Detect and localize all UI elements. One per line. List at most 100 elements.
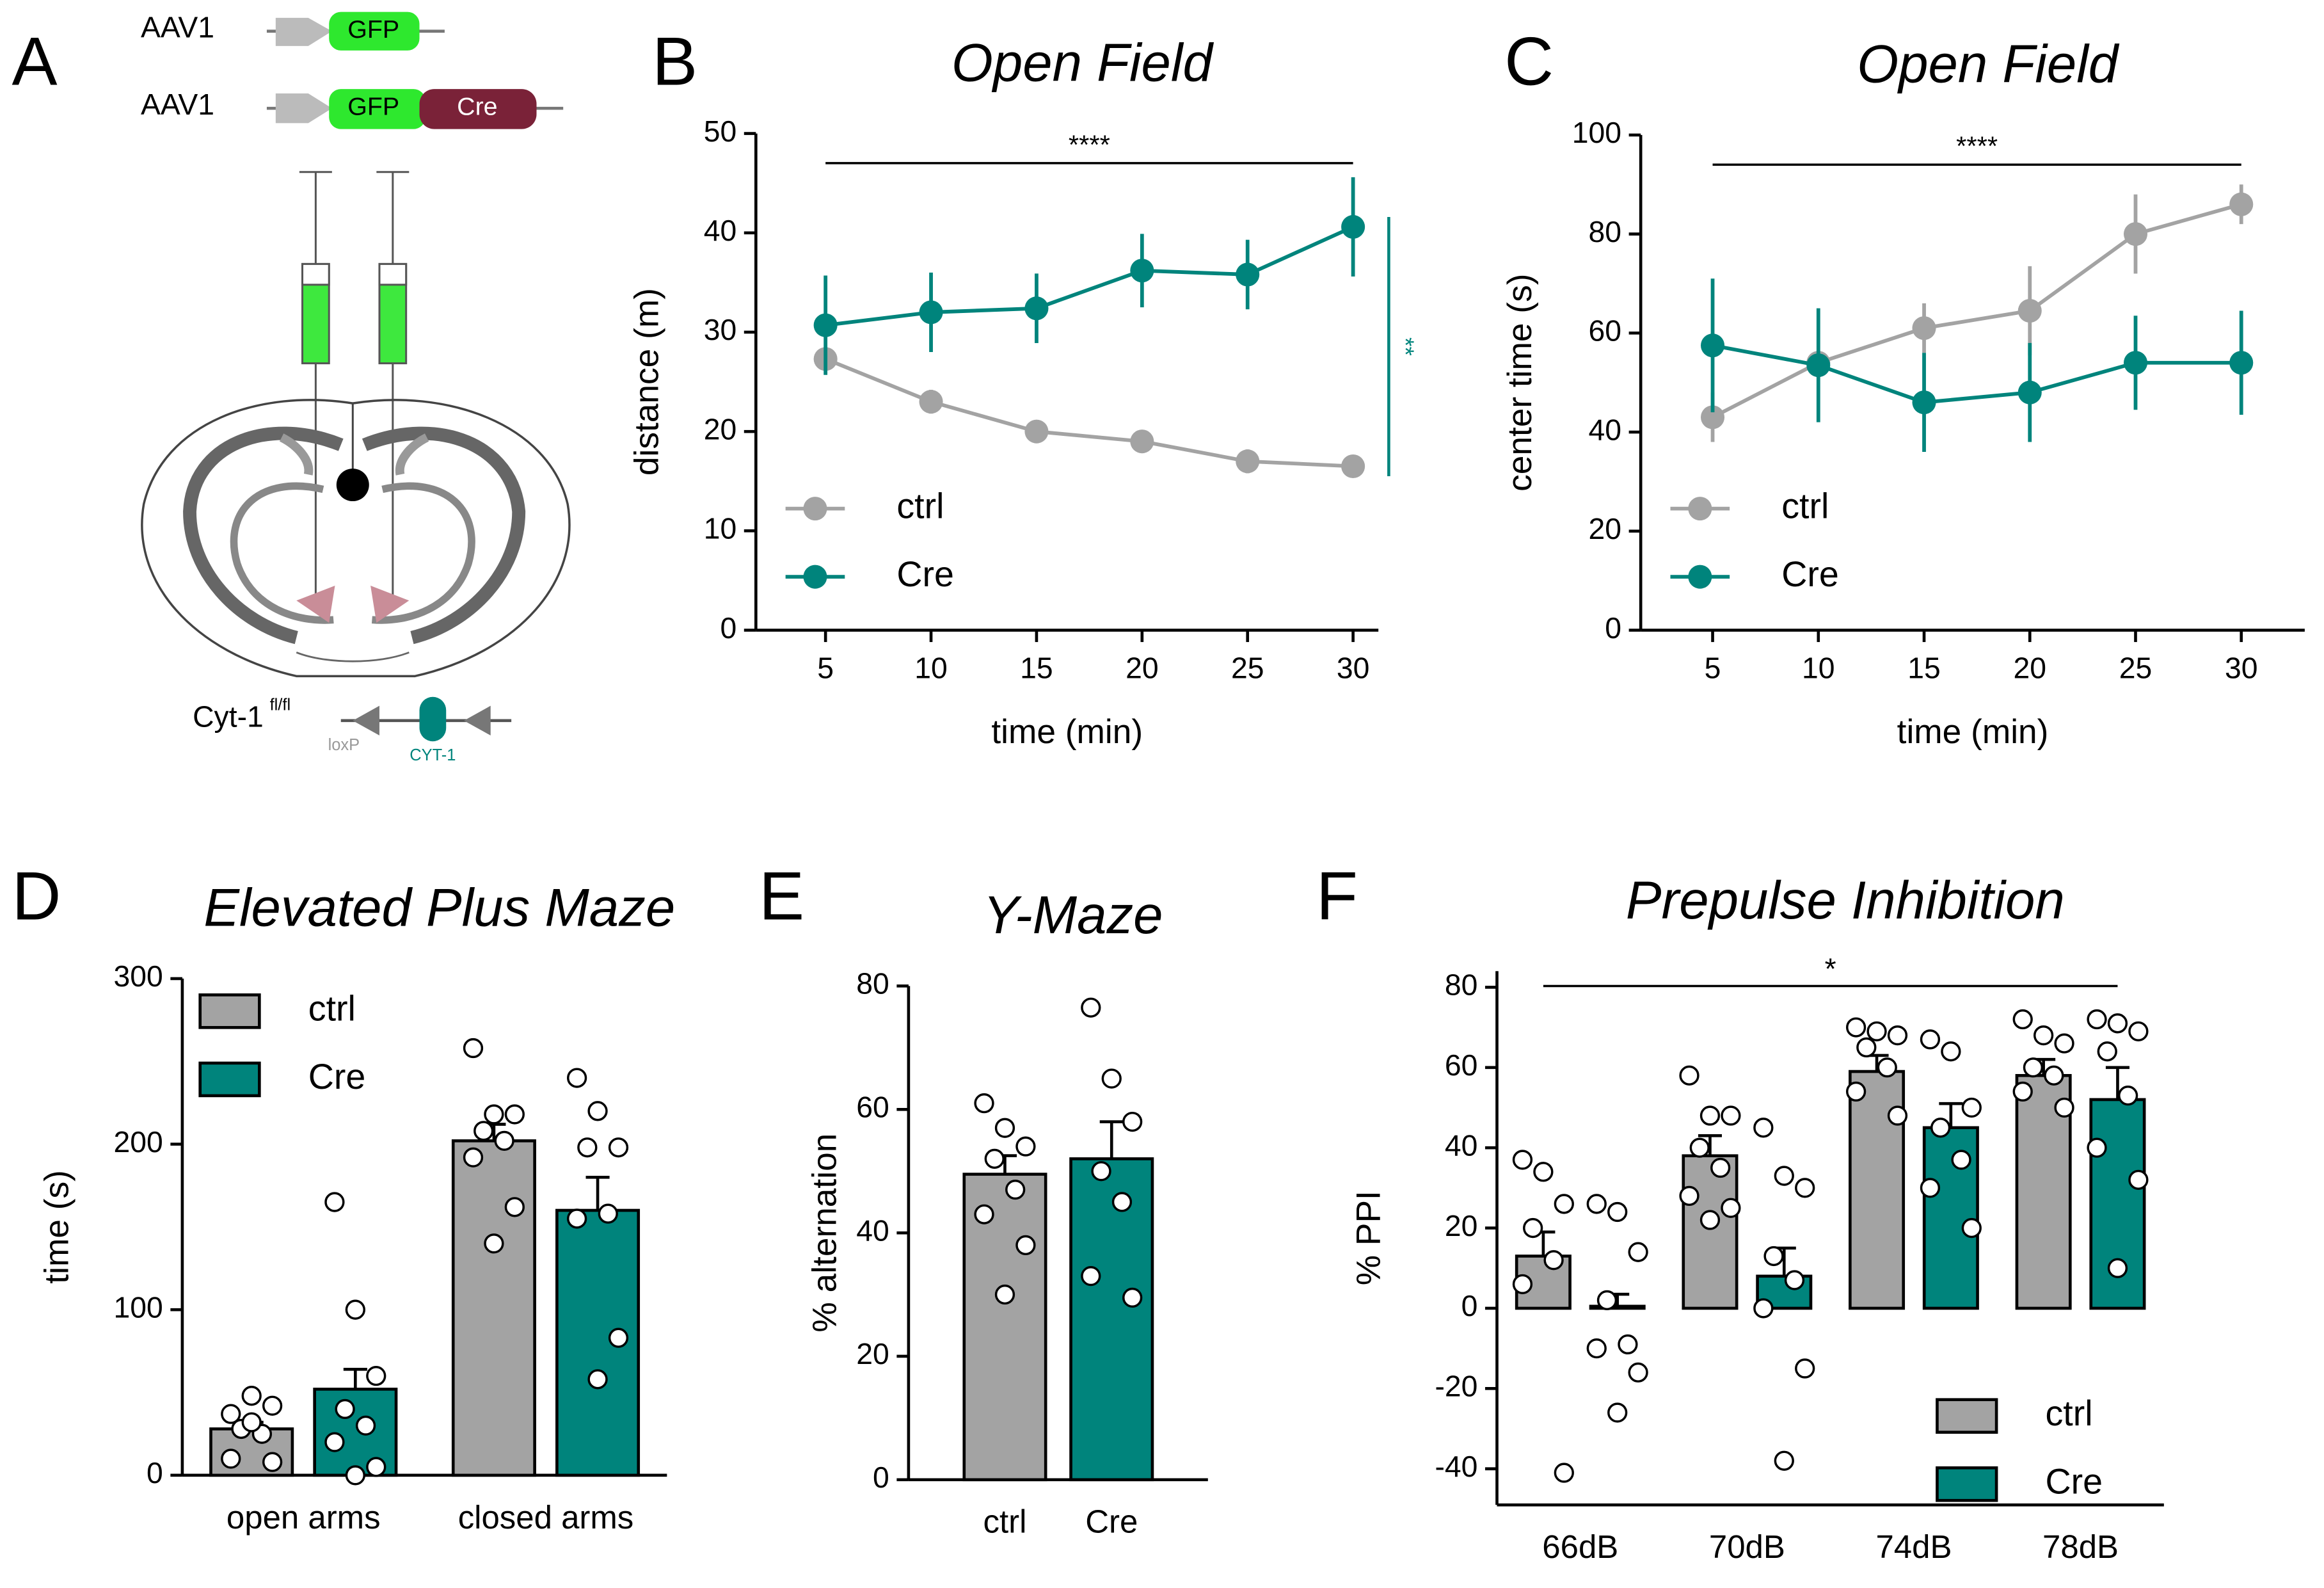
bar bbox=[451, 1139, 536, 1477]
series-line bbox=[1712, 202, 2242, 419]
significance-label: **** bbox=[1956, 131, 1998, 161]
data-point bbox=[2107, 1258, 2128, 1278]
point bbox=[1130, 259, 1154, 283]
x-tick-label: 5 bbox=[1705, 651, 1721, 684]
bar bbox=[1069, 1157, 1154, 1482]
x-tick-label: 10 bbox=[1802, 651, 1835, 684]
data-point bbox=[494, 1130, 514, 1151]
data-point bbox=[1122, 1287, 1143, 1308]
site-label: loxP bbox=[328, 736, 360, 754]
mouse-label: Cyt-1 bbox=[193, 700, 264, 734]
bar bbox=[1682, 1154, 1739, 1310]
x-tick-label: 20 bbox=[1126, 651, 1159, 684]
x-tick-label: 66dB bbox=[1542, 1528, 1618, 1565]
data-point bbox=[1512, 1150, 1533, 1170]
point bbox=[1701, 405, 1725, 429]
data-point bbox=[1753, 1298, 1774, 1319]
data-point bbox=[1689, 1137, 1710, 1158]
data-point bbox=[1774, 1166, 1794, 1186]
chart-title: Elevated Plus Maze bbox=[203, 878, 675, 938]
data-point bbox=[1015, 1136, 1036, 1157]
significance-label: **** bbox=[1069, 129, 1110, 159]
data-point bbox=[1554, 1194, 1574, 1214]
data-point bbox=[335, 1399, 355, 1420]
significance-label: * bbox=[1825, 952, 1836, 986]
gfp-box bbox=[329, 12, 420, 51]
point bbox=[1912, 390, 1936, 415]
point bbox=[2123, 222, 2148, 246]
element-label: Cre bbox=[457, 93, 497, 121]
panel-letter: C bbox=[1504, 23, 1554, 99]
panel: B Open Field 0 10 20 30 40 50 distance (m) 5 10 15 2… bbox=[628, 23, 1419, 750]
data-point bbox=[2087, 1009, 2107, 1030]
legend-swatch bbox=[198, 993, 261, 1029]
y-tick-label: 40 bbox=[1589, 413, 1622, 446]
data-point bbox=[1774, 1450, 1794, 1471]
loxp-site bbox=[353, 705, 379, 736]
data-point bbox=[1101, 1068, 1122, 1089]
x-tick-label: 20 bbox=[2014, 651, 2047, 684]
y-tick-label: 20 bbox=[856, 1337, 889, 1370]
data-point bbox=[324, 1192, 345, 1212]
data-point bbox=[1628, 1362, 1648, 1383]
data-point bbox=[974, 1093, 994, 1114]
gene-exon bbox=[419, 696, 447, 742]
data-point bbox=[1607, 1402, 1628, 1423]
legend-label: Cre bbox=[308, 1057, 366, 1096]
brain bbox=[141, 399, 571, 678]
point bbox=[1806, 353, 1831, 378]
y-tick-label: 0 bbox=[1461, 1289, 1478, 1322]
y-tick-label: 40 bbox=[856, 1214, 889, 1247]
data-point bbox=[2012, 1009, 2033, 1030]
y-tick-label: 0 bbox=[873, 1461, 889, 1494]
panel: E Y-Maze 0 20 40 60 80 % alternation ctrl Cre bbox=[759, 858, 1208, 1540]
vector-label: AAV1 bbox=[141, 88, 214, 121]
y-tick-label: 300 bbox=[114, 959, 163, 993]
data-point bbox=[463, 1147, 484, 1167]
y-tick-label: 20 bbox=[1445, 1209, 1478, 1242]
x-tick-label: 15 bbox=[1020, 651, 1053, 684]
data-point bbox=[1951, 1150, 1971, 1170]
legend-label: ctrl bbox=[896, 486, 944, 525]
data-point bbox=[974, 1204, 994, 1224]
point bbox=[919, 390, 943, 414]
data-point bbox=[2118, 1086, 2138, 1106]
data-point bbox=[577, 1137, 598, 1158]
data-point bbox=[345, 1299, 365, 1320]
x-tick-label: 70dB bbox=[1709, 1528, 1785, 1565]
data-point bbox=[1618, 1334, 1638, 1355]
data-point bbox=[2034, 1025, 2054, 1046]
y-tick-label: 0 bbox=[147, 1456, 163, 1489]
x-tick-label: 78dB bbox=[2042, 1528, 2119, 1565]
x-tick-label: 30 bbox=[1337, 651, 1370, 684]
data-point bbox=[1721, 1105, 1741, 1126]
y-tick-label: 0 bbox=[1605, 611, 1621, 645]
y-axis-label: % alternation bbox=[806, 1134, 844, 1333]
data-point bbox=[366, 1366, 386, 1386]
panel-letter: A bbox=[12, 23, 58, 99]
y-tick-label: 20 bbox=[704, 412, 737, 445]
bar bbox=[209, 1427, 294, 1477]
y-tick-label: 100 bbox=[1572, 116, 1621, 149]
point bbox=[2018, 380, 2042, 405]
y-axis-label: time (s) bbox=[38, 1170, 76, 1284]
mouse-superscript: fl/fl bbox=[270, 696, 291, 714]
data-point bbox=[366, 1457, 386, 1477]
data-point bbox=[2054, 1097, 2074, 1118]
data-point bbox=[2128, 1021, 2149, 1041]
x-tick-label: 25 bbox=[2119, 651, 2153, 684]
data-point bbox=[221, 1404, 241, 1424]
bar bbox=[962, 1173, 1047, 1482]
point bbox=[1130, 429, 1154, 454]
data-point bbox=[1920, 1029, 1941, 1050]
data-point bbox=[1887, 1025, 1908, 1046]
legend-swatch bbox=[1936, 1466, 1998, 1502]
point bbox=[919, 300, 943, 325]
y-tick-label: 20 bbox=[1589, 512, 1622, 545]
x-tick-label: 30 bbox=[2225, 651, 2258, 684]
data-point bbox=[566, 1068, 587, 1088]
x-tick-label: closed arms bbox=[458, 1499, 634, 1536]
data-point bbox=[484, 1104, 504, 1125]
data-point bbox=[994, 1118, 1015, 1138]
series-line bbox=[825, 225, 1354, 327]
